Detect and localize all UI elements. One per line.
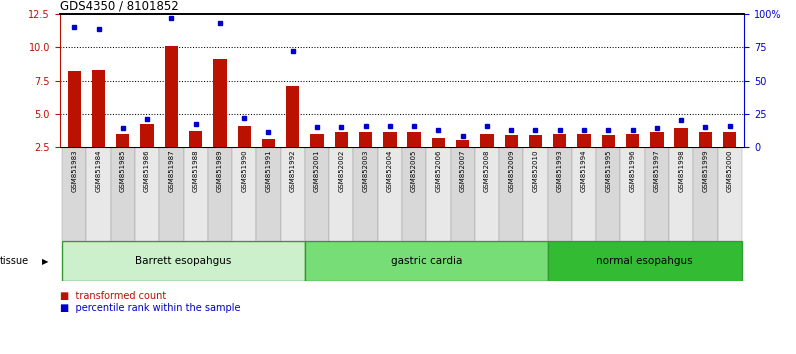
Bar xyxy=(281,147,305,241)
Bar xyxy=(456,140,470,147)
Bar xyxy=(650,132,664,147)
Bar xyxy=(334,132,348,147)
Bar xyxy=(62,241,305,281)
Bar xyxy=(408,132,421,147)
Bar xyxy=(159,147,184,241)
Bar xyxy=(62,147,87,241)
Bar xyxy=(184,147,208,241)
Text: GSM851987: GSM851987 xyxy=(169,150,174,192)
Bar xyxy=(208,147,232,241)
Bar xyxy=(165,46,178,147)
Text: GSM852010: GSM852010 xyxy=(533,150,538,192)
Bar xyxy=(286,86,299,147)
Text: GSM851984: GSM851984 xyxy=(96,150,102,192)
Bar xyxy=(305,241,548,281)
Bar xyxy=(402,147,426,241)
Bar xyxy=(602,135,615,147)
Bar xyxy=(111,147,135,241)
Bar xyxy=(213,59,227,147)
Text: GSM852008: GSM852008 xyxy=(484,150,490,192)
Bar xyxy=(359,132,373,147)
Text: gastric cardia: gastric cardia xyxy=(391,256,462,266)
Bar xyxy=(305,147,330,241)
Bar xyxy=(620,147,645,241)
Text: GSM851998: GSM851998 xyxy=(678,150,684,192)
Text: GSM852003: GSM852003 xyxy=(362,150,369,192)
Bar xyxy=(626,134,639,147)
Text: GSM851994: GSM851994 xyxy=(581,150,587,192)
Bar xyxy=(505,135,518,147)
Bar xyxy=(431,138,445,147)
Text: GSM852006: GSM852006 xyxy=(435,150,442,192)
Bar xyxy=(577,134,591,147)
Bar xyxy=(529,135,542,147)
Text: GSM852001: GSM852001 xyxy=(314,150,320,192)
Bar xyxy=(237,126,251,147)
Text: GSM851992: GSM851992 xyxy=(290,150,296,192)
Bar xyxy=(669,147,693,241)
Text: GSM851990: GSM851990 xyxy=(241,150,248,192)
Text: GSM852005: GSM852005 xyxy=(411,150,417,192)
Bar xyxy=(693,147,717,241)
Text: GSM852004: GSM852004 xyxy=(387,150,393,192)
Bar xyxy=(523,147,548,241)
Bar xyxy=(674,129,688,147)
Text: GSM851983: GSM851983 xyxy=(72,150,77,192)
Bar xyxy=(451,147,474,241)
Bar xyxy=(378,147,402,241)
Bar xyxy=(262,139,275,147)
Bar xyxy=(553,134,567,147)
Bar xyxy=(383,132,396,147)
Bar xyxy=(474,147,499,241)
Bar xyxy=(256,147,281,241)
Bar xyxy=(310,134,324,147)
Bar xyxy=(548,241,742,281)
Bar xyxy=(426,147,451,241)
Text: GSM851997: GSM851997 xyxy=(654,150,660,192)
Text: GSM852009: GSM852009 xyxy=(508,150,514,192)
Bar xyxy=(596,147,620,241)
Text: GSM851986: GSM851986 xyxy=(144,150,150,192)
Bar xyxy=(232,147,256,241)
Text: GSM852002: GSM852002 xyxy=(338,150,345,192)
Bar xyxy=(548,147,572,241)
Text: GSM851988: GSM851988 xyxy=(193,150,199,192)
Text: GDS4350 / 8101852: GDS4350 / 8101852 xyxy=(60,0,178,13)
Text: ■  percentile rank within the sample: ■ percentile rank within the sample xyxy=(60,303,240,313)
Text: GSM851985: GSM851985 xyxy=(120,150,126,192)
Text: normal esopahgus: normal esopahgus xyxy=(596,256,693,266)
Bar xyxy=(723,132,736,147)
Text: ▶: ▶ xyxy=(42,257,49,266)
Bar xyxy=(189,131,202,147)
Bar xyxy=(135,147,159,241)
Text: GSM851993: GSM851993 xyxy=(556,150,563,192)
Text: ■  transformed count: ■ transformed count xyxy=(60,291,166,301)
Text: GSM851999: GSM851999 xyxy=(702,150,708,192)
Bar xyxy=(699,132,712,147)
Bar xyxy=(717,147,742,241)
Text: GSM851989: GSM851989 xyxy=(217,150,223,192)
Bar xyxy=(87,147,111,241)
Text: Barrett esopahgus: Barrett esopahgus xyxy=(135,256,232,266)
Bar xyxy=(353,147,378,241)
Bar xyxy=(499,147,523,241)
Bar xyxy=(116,134,130,147)
Bar xyxy=(645,147,669,241)
Bar xyxy=(330,147,353,241)
Bar xyxy=(68,71,81,147)
Bar xyxy=(572,147,596,241)
Bar xyxy=(480,134,494,147)
Text: GSM852000: GSM852000 xyxy=(727,150,732,192)
Bar xyxy=(140,124,154,147)
Text: GSM851991: GSM851991 xyxy=(266,150,271,192)
Text: GSM851995: GSM851995 xyxy=(605,150,611,192)
Text: GSM852007: GSM852007 xyxy=(459,150,466,192)
Text: tissue: tissue xyxy=(0,256,29,266)
Bar xyxy=(92,70,105,147)
Text: GSM851996: GSM851996 xyxy=(630,150,635,192)
